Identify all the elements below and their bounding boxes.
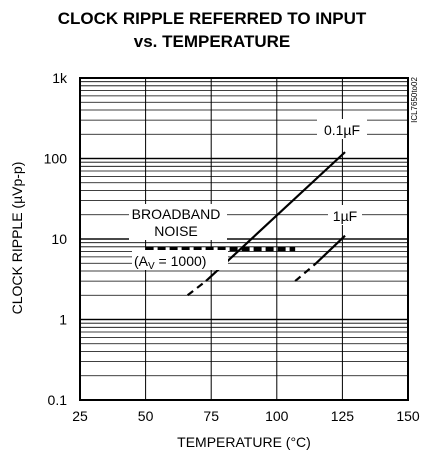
annotation-av-suffix: = 1000) — [155, 253, 207, 269]
y-tick-label: 0.1 — [48, 392, 68, 408]
series-line-1 — [315, 234, 346, 265]
x-tick-label: 25 — [72, 408, 88, 424]
y-axis-label: CLOCK RIPPLE (µVp-p) — [9, 162, 25, 315]
annotation-broadband: BROADBAND — [132, 206, 221, 222]
annotations: 0.1µF 1µF BROADBAND NOISE (AV = 1000) — [129, 119, 367, 272]
chart-title-line2: vs. TEMPERATURE — [134, 32, 291, 51]
series-dashed-1 — [294, 262, 317, 282]
x-tick-label: 75 — [203, 408, 219, 424]
x-axis-label: TEMPERATURE (°C) — [177, 434, 311, 450]
series-label-1uf: 1µF — [333, 208, 357, 224]
label-bg-av — [132, 250, 228, 270]
annotation-av-sub: V — [148, 261, 155, 272]
grid — [80, 77, 408, 401]
x-tick-labels: 25 50 75 100 125 150 — [72, 408, 420, 424]
x-tick-label: 150 — [396, 408, 420, 424]
series-dashed-0 — [186, 280, 207, 297]
figure-code: ICL7650to02 — [410, 77, 419, 123]
annotation-av: (AV = 1000) — [134, 253, 206, 272]
series — [145, 151, 346, 297]
label-bg-0.1uf — [317, 119, 367, 139]
series-line-0 — [205, 151, 346, 282]
chart-title-line1: CLOCK RIPPLE REFERRED TO INPUT — [58, 9, 367, 28]
y-tick-label: 1k — [52, 70, 68, 86]
label-bg-broadband — [129, 204, 227, 240]
chart-title: CLOCK RIPPLE REFERRED TO INPUT vs. TEMPE… — [58, 9, 367, 51]
y-tick-label: 100 — [44, 151, 68, 167]
annotation-noise: NOISE — [154, 223, 198, 239]
y-tick-labels: 0.1 1 10 100 1k — [44, 70, 68, 408]
series-label-0.1uf: 0.1µF — [324, 122, 360, 138]
x-tick-label: 100 — [265, 408, 289, 424]
y-tick-label: 1 — [59, 312, 67, 328]
label-bg-1uf — [328, 205, 362, 225]
y-tick-label: 10 — [51, 231, 67, 247]
x-tick-label: 50 — [138, 408, 154, 424]
plot-frame — [79, 77, 409, 401]
annotation-av-prefix: (A — [134, 253, 149, 269]
x-tick-label: 125 — [331, 408, 355, 424]
